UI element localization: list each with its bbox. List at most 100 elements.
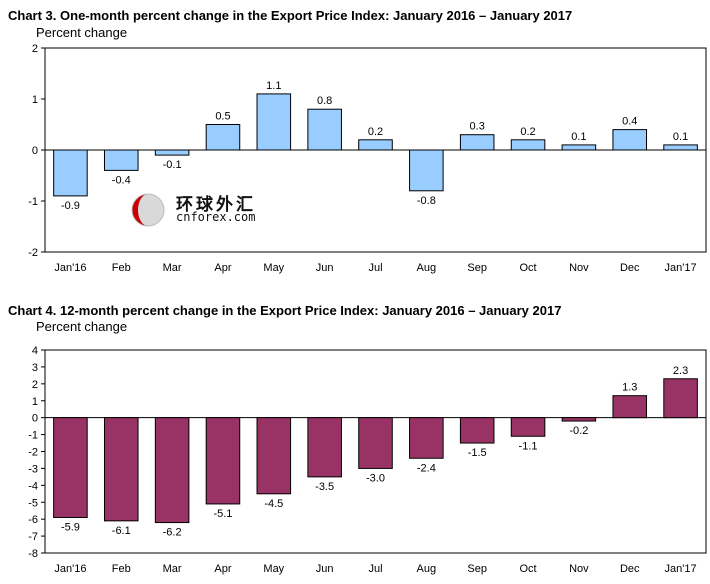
watermark-cn-text: 环球外汇	[176, 195, 256, 215]
y-tick-label: -2	[28, 247, 38, 259]
x-tick-label: Nov	[569, 262, 589, 274]
bar	[612, 129, 648, 151]
x-tick-label: Aug	[417, 563, 437, 575]
data-label: -5.1	[213, 508, 232, 520]
x-tick-label: Mar	[163, 563, 182, 575]
bar	[459, 417, 495, 444]
x-tick-label: Feb	[112, 563, 131, 575]
bar	[256, 417, 292, 495]
bar	[154, 149, 190, 156]
x-tick-label: May	[263, 563, 284, 575]
y-tick-label: -5	[28, 497, 38, 509]
data-label: 1.1	[266, 80, 281, 92]
y-tick-label: -4	[28, 480, 38, 492]
data-label: 0.4	[622, 116, 637, 128]
y-tick-label: -3	[28, 463, 38, 475]
bar	[53, 417, 88, 518]
x-tick-label: May	[263, 262, 284, 274]
x-tick-label: Dec	[620, 563, 640, 575]
data-label: -6.2	[163, 527, 182, 539]
bar	[409, 149, 444, 192]
y-tick-label: 3	[32, 362, 38, 374]
x-tick-label: Dec	[620, 262, 640, 274]
x-tick-label: Sep	[467, 262, 487, 274]
data-label: -0.2	[569, 425, 588, 437]
data-label: 0.5	[215, 111, 230, 123]
x-tick-label: Jun	[316, 563, 334, 575]
data-label: -0.1	[163, 159, 182, 171]
bar	[663, 144, 698, 151]
bar	[409, 417, 444, 459]
y-tick-label: 4	[32, 345, 38, 357]
watermark-logo-icon	[131, 193, 165, 227]
chart3-title: Chart 3. One-month percent change in the…	[8, 8, 573, 23]
chart4-group: 4 3 2 1 0 -1 -2 -3 -4 -5 -6 -7 -8 -5.9 Jan'16 -6.1 Feb -6…	[28, 345, 707, 575]
data-label: -0.9	[61, 200, 80, 212]
y-tick-label: 2	[32, 379, 38, 391]
y-tick-label: -2	[28, 447, 38, 459]
x-tick-label: Aug	[417, 262, 437, 274]
data-label: -0.4	[112, 174, 131, 186]
bar	[358, 139, 393, 151]
x-tick-label: Jun	[316, 262, 334, 274]
bar	[53, 149, 88, 197]
bar	[459, 134, 495, 151]
bar	[154, 417, 190, 524]
y-tick-label: 1	[32, 94, 38, 106]
x-tick-label: Mar	[163, 262, 182, 274]
bar	[561, 417, 597, 422]
data-label: -0.8	[417, 195, 436, 207]
x-tick-label: Jan'17	[665, 262, 697, 274]
x-tick-label: Jan'16	[54, 262, 86, 274]
bar	[205, 124, 241, 151]
y-tick-label: -6	[28, 514, 38, 526]
data-label: -1.5	[468, 447, 487, 459]
bar	[561, 144, 597, 151]
y-tick-label: 2	[32, 43, 38, 55]
data-label: 0.2	[520, 126, 535, 138]
data-label: -4.5	[264, 498, 283, 510]
x-tick-label: Jul	[368, 262, 382, 274]
y-tick-label: -1	[28, 430, 38, 442]
bar	[103, 417, 139, 522]
bar	[307, 108, 342, 151]
chart4-ylabel: Percent change	[36, 319, 128, 334]
y-tick-label: -8	[28, 548, 38, 560]
data-label: -5.9	[61, 521, 80, 533]
x-tick-label: Jul	[368, 563, 382, 575]
x-tick-label: Oct	[519, 262, 536, 274]
x-tick-label: Oct	[519, 563, 536, 575]
x-tick-label: Sep	[467, 563, 487, 575]
chart3-ylabel: Percent change	[36, 25, 128, 40]
bar	[358, 417, 393, 469]
data-label: -1.1	[519, 440, 538, 452]
y-tick-label: 0	[32, 145, 38, 157]
data-label: -2.4	[417, 462, 436, 474]
data-label: 0.1	[673, 131, 688, 143]
x-tick-label: Nov	[569, 563, 589, 575]
data-label: -6.1	[112, 525, 131, 537]
x-tick-label: Jan'16	[54, 563, 86, 575]
data-label: 0.3	[470, 121, 485, 133]
watermark-en-text: cnforex.com	[176, 210, 256, 224]
data-label: 2.3	[673, 365, 688, 377]
data-label: 1.3	[622, 382, 637, 394]
bar	[307, 417, 342, 478]
bar	[103, 149, 139, 171]
bar	[663, 378, 698, 419]
x-tick-label: Feb	[112, 262, 131, 274]
bar	[256, 93, 292, 151]
data-label: 0.1	[571, 131, 586, 143]
data-label: 0.8	[317, 95, 332, 107]
data-label: -3.0	[366, 472, 385, 484]
bar	[205, 417, 241, 505]
y-tick-label: 0	[32, 413, 38, 425]
chart3-group: 2 1 0 -1 -2 -0.9 Jan'16 -0.4 Feb -0.1 Mar 0.5 Apr 1.1…	[28, 43, 707, 274]
bar	[510, 139, 546, 151]
y-tick-label: -1	[28, 196, 38, 208]
watermark: 环球外汇 cnforex.com	[128, 190, 268, 230]
chart4-title: Chart 4. 12-month percent change in the …	[8, 303, 562, 318]
y-tick-label: 1	[32, 396, 38, 408]
x-tick-label: Jan'17	[665, 563, 697, 575]
